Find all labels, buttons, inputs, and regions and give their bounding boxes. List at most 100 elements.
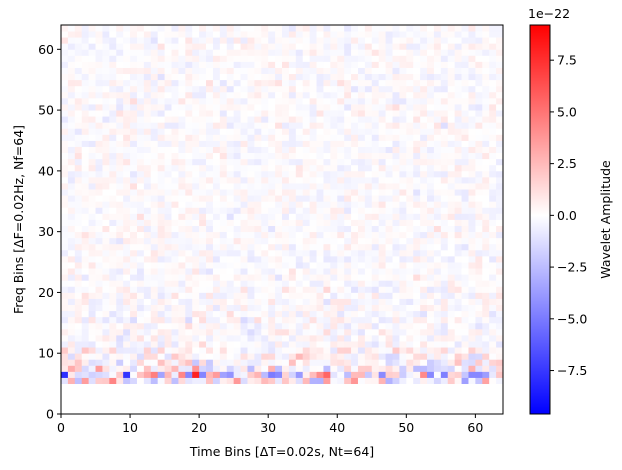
heatmap-cell xyxy=(171,401,179,409)
heatmap-cell xyxy=(357,231,366,239)
heatmap-cell xyxy=(192,140,200,147)
heatmap-cell xyxy=(371,322,380,330)
heatmap-cell xyxy=(447,213,456,220)
heatmap-cell xyxy=(116,213,124,220)
heatmap-cell xyxy=(427,67,435,75)
heatmap-cell xyxy=(164,322,172,330)
heatmap-cell xyxy=(427,225,435,233)
heatmap-cell xyxy=(316,322,324,330)
heatmap-cell xyxy=(212,201,221,208)
heatmap-cell xyxy=(212,176,221,184)
heatmap-cell xyxy=(433,231,442,239)
heatmap-cell xyxy=(199,152,207,160)
heatmap-cell xyxy=(496,359,504,366)
heatmap-cell xyxy=(399,79,407,87)
heatmap-cell xyxy=(275,328,283,336)
heatmap-cell xyxy=(261,383,269,391)
heatmap-cell xyxy=(364,304,373,312)
heatmap-cell xyxy=(157,353,165,360)
heatmap-cell xyxy=(247,316,255,324)
heatmap-cell xyxy=(275,104,283,111)
heatmap-cell xyxy=(357,365,366,372)
heatmap-cell xyxy=(261,128,269,135)
heatmap-cell xyxy=(136,213,145,220)
heatmap-cell xyxy=(337,383,345,391)
heatmap-cell xyxy=(102,140,110,147)
heatmap-cell xyxy=(88,347,96,354)
heatmap-cell xyxy=(371,170,380,178)
heatmap-cell xyxy=(406,359,414,366)
heatmap-cell xyxy=(440,395,449,403)
heatmap-cell xyxy=(81,104,90,111)
heatmap-cell xyxy=(240,286,248,293)
heatmap-cell xyxy=(420,395,428,403)
heatmap-cell xyxy=(109,292,117,299)
heatmap-cell xyxy=(240,219,248,226)
heatmap-cell xyxy=(136,152,145,160)
heatmap-cell xyxy=(247,79,255,87)
heatmap-cell xyxy=(337,176,345,184)
heatmap-cell xyxy=(233,310,241,318)
heatmap-cell xyxy=(171,207,179,214)
heatmap-cell xyxy=(461,189,469,196)
heatmap-cell xyxy=(268,268,276,275)
heatmap-cell xyxy=(206,310,214,318)
heatmap-cell xyxy=(199,104,207,111)
heatmap-cell xyxy=(81,407,90,415)
x-axis-label: Time Bins [ΔT=0.02s, Nt=64] xyxy=(189,444,374,459)
heatmap-cell xyxy=(81,353,90,360)
heatmap-cell xyxy=(433,304,442,312)
heatmap-cell xyxy=(288,201,297,208)
heatmap-cell xyxy=(143,201,152,208)
heatmap-cell xyxy=(206,195,214,202)
heatmap-cell xyxy=(447,359,456,366)
heatmap-cell xyxy=(447,274,456,281)
heatmap-cell xyxy=(427,91,435,99)
heatmap-cell xyxy=(323,61,331,68)
heatmap-cell xyxy=(88,237,96,245)
heatmap-cell xyxy=(88,225,96,233)
heatmap-cell xyxy=(364,249,373,257)
heatmap-cell xyxy=(427,377,435,385)
heatmap-cell xyxy=(440,176,449,184)
heatmap-cell xyxy=(123,91,131,99)
heatmap-cell xyxy=(364,389,373,397)
heatmap-cell xyxy=(130,128,138,135)
y-tick-label: 10 xyxy=(38,346,54,361)
heatmap-cell xyxy=(288,85,297,93)
heatmap-cell xyxy=(123,73,131,81)
heatmap-cell xyxy=(385,61,393,68)
heatmap-cell xyxy=(475,353,483,360)
heatmap-cell xyxy=(433,140,442,147)
heatmap-cell xyxy=(420,407,428,415)
heatmap-cell xyxy=(185,286,193,293)
heatmap-cell xyxy=(489,310,497,318)
heatmap-cell xyxy=(330,110,338,117)
heatmap-cell xyxy=(171,85,179,93)
heatmap-cell xyxy=(378,280,386,287)
heatmap-cell xyxy=(268,395,276,403)
heatmap-cell xyxy=(164,243,172,251)
heatmap-cell xyxy=(254,61,262,68)
heatmap-cell xyxy=(351,334,359,342)
heatmap-cell xyxy=(440,310,449,318)
heatmap-cell xyxy=(164,73,172,81)
heatmap-cell xyxy=(199,225,207,233)
heatmap-cell xyxy=(233,31,241,38)
heatmap-cell xyxy=(164,268,172,275)
heatmap-cell xyxy=(247,280,255,287)
heatmap-cell xyxy=(482,322,490,330)
heatmap-cell xyxy=(206,152,214,160)
heatmap-cell xyxy=(433,37,442,44)
heatmap-cell xyxy=(67,189,76,196)
heatmap-cell xyxy=(357,249,366,257)
heatmap-cell xyxy=(468,328,476,336)
heatmap-cell xyxy=(440,97,449,105)
heatmap-cell xyxy=(157,262,165,269)
heatmap-cell xyxy=(164,91,172,99)
heatmap-cell xyxy=(440,37,449,44)
heatmap-cell xyxy=(109,395,117,403)
heatmap-cell xyxy=(364,134,373,141)
heatmap-cell xyxy=(371,55,380,62)
heatmap-cell xyxy=(447,225,456,233)
